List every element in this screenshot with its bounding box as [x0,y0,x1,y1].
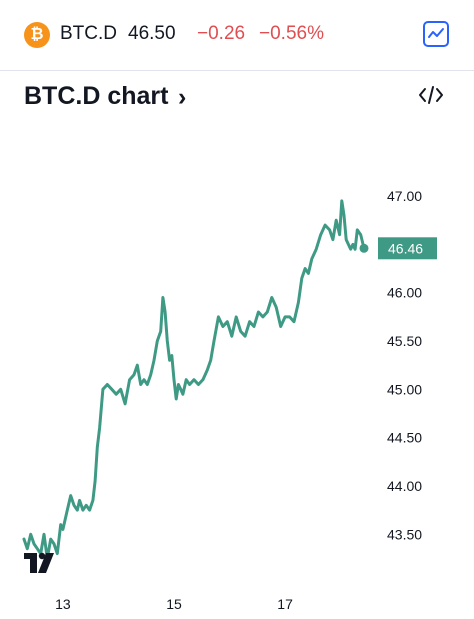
y-tick-label: 44.00 [387,478,422,494]
x-tick-label: 15 [166,596,182,612]
header-divider [0,70,474,71]
y-tick-label: 43.50 [387,526,422,542]
price-chart[interactable]: 47.0046.5046.0045.5045.0044.5044.0043.50… [0,150,474,619]
symbol-header: ₿ BTC.D 46.50 −0.26 −0.56% [0,0,474,70]
tradingview-logo [24,552,60,574]
last-value-label: 46.46 [388,240,423,256]
page-title[interactable]: BTC.D chart [24,82,169,110]
price-line [22,199,366,560]
y-tick-label: 45.00 [387,381,422,397]
bitcoin-icon: ₿ [24,22,50,48]
line-chart-icon[interactable] [423,21,449,47]
symbol-name[interactable]: BTC.D [60,23,117,44]
x-tick-label: 17 [277,596,293,612]
price-change-percent: −0.56% [259,23,324,44]
chevron-right-icon[interactable]: › [178,83,187,111]
last-point-marker [359,243,369,253]
last-price: 46.50 [128,23,176,44]
last-value-badge [378,237,437,260]
code-embed-icon[interactable] [418,84,444,106]
x-tick-label: 13 [55,596,71,612]
y-tick-label: 45.50 [387,333,422,349]
y-tick-label: 46.00 [387,285,422,301]
y-tick-label: 47.00 [387,188,422,204]
price-change: −0.26 [197,23,246,44]
y-tick-label: 44.50 [387,430,422,446]
